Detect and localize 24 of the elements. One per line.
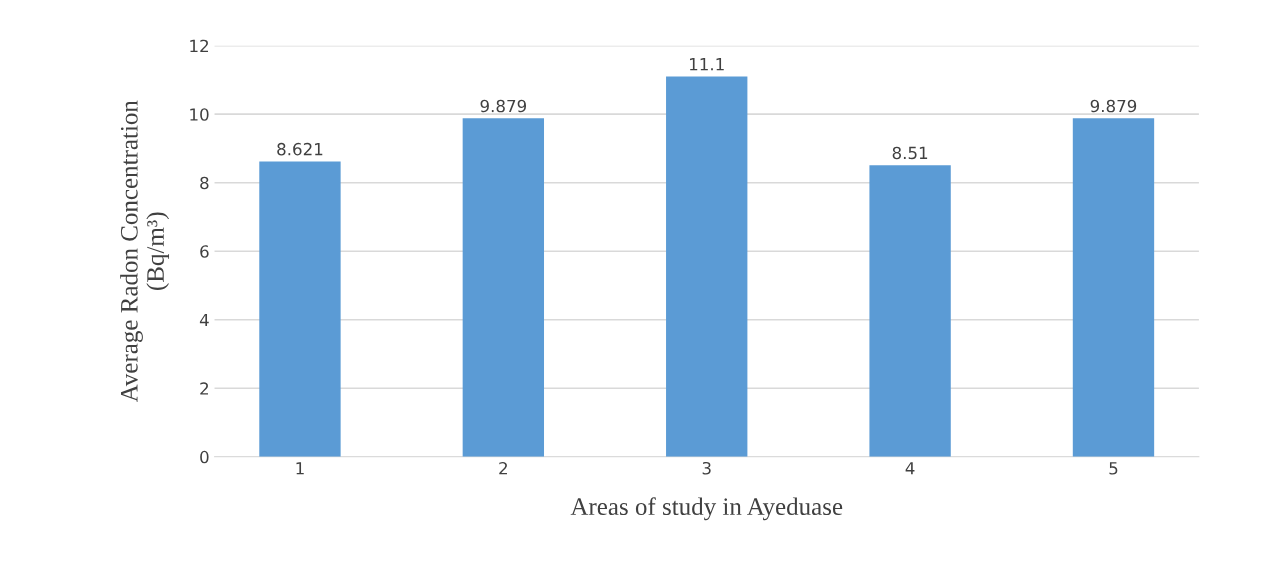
bar <box>462 118 545 457</box>
x-tick-label: 2 <box>499 461 507 475</box>
y-tick-label: 0 <box>200 450 209 464</box>
x-tick-label: 1 <box>296 462 304 475</box>
x-tick-label: 3 <box>702 461 711 475</box>
data-label: 8.51 <box>892 146 928 160</box>
y-tick-label: 8 <box>200 176 209 190</box>
data-label: 9.879 <box>1090 99 1137 113</box>
bar <box>666 76 748 457</box>
y-tick-label: 12 <box>190 39 209 53</box>
data-label: 9.879 <box>480 99 527 113</box>
data-label: 8.621 <box>277 142 323 156</box>
data-label: 11.1 <box>690 58 724 71</box>
y-tick-label: 10 <box>190 108 209 121</box>
y-tick-label: 4 <box>199 313 209 327</box>
x-axis-title: Areas of study in Ayeduase <box>570 497 843 521</box>
bar <box>259 161 341 457</box>
bar <box>1072 118 1155 457</box>
x-tick-label: 5 <box>1109 462 1118 475</box>
y-axis-title: Average Radon Concentration (Bq/m³) <box>120 100 170 403</box>
y-tick-label: 6 <box>200 245 209 258</box>
x-tick-label: 4 <box>905 462 915 475</box>
bar <box>869 165 951 457</box>
y-tick-label: 2 <box>200 382 209 395</box>
